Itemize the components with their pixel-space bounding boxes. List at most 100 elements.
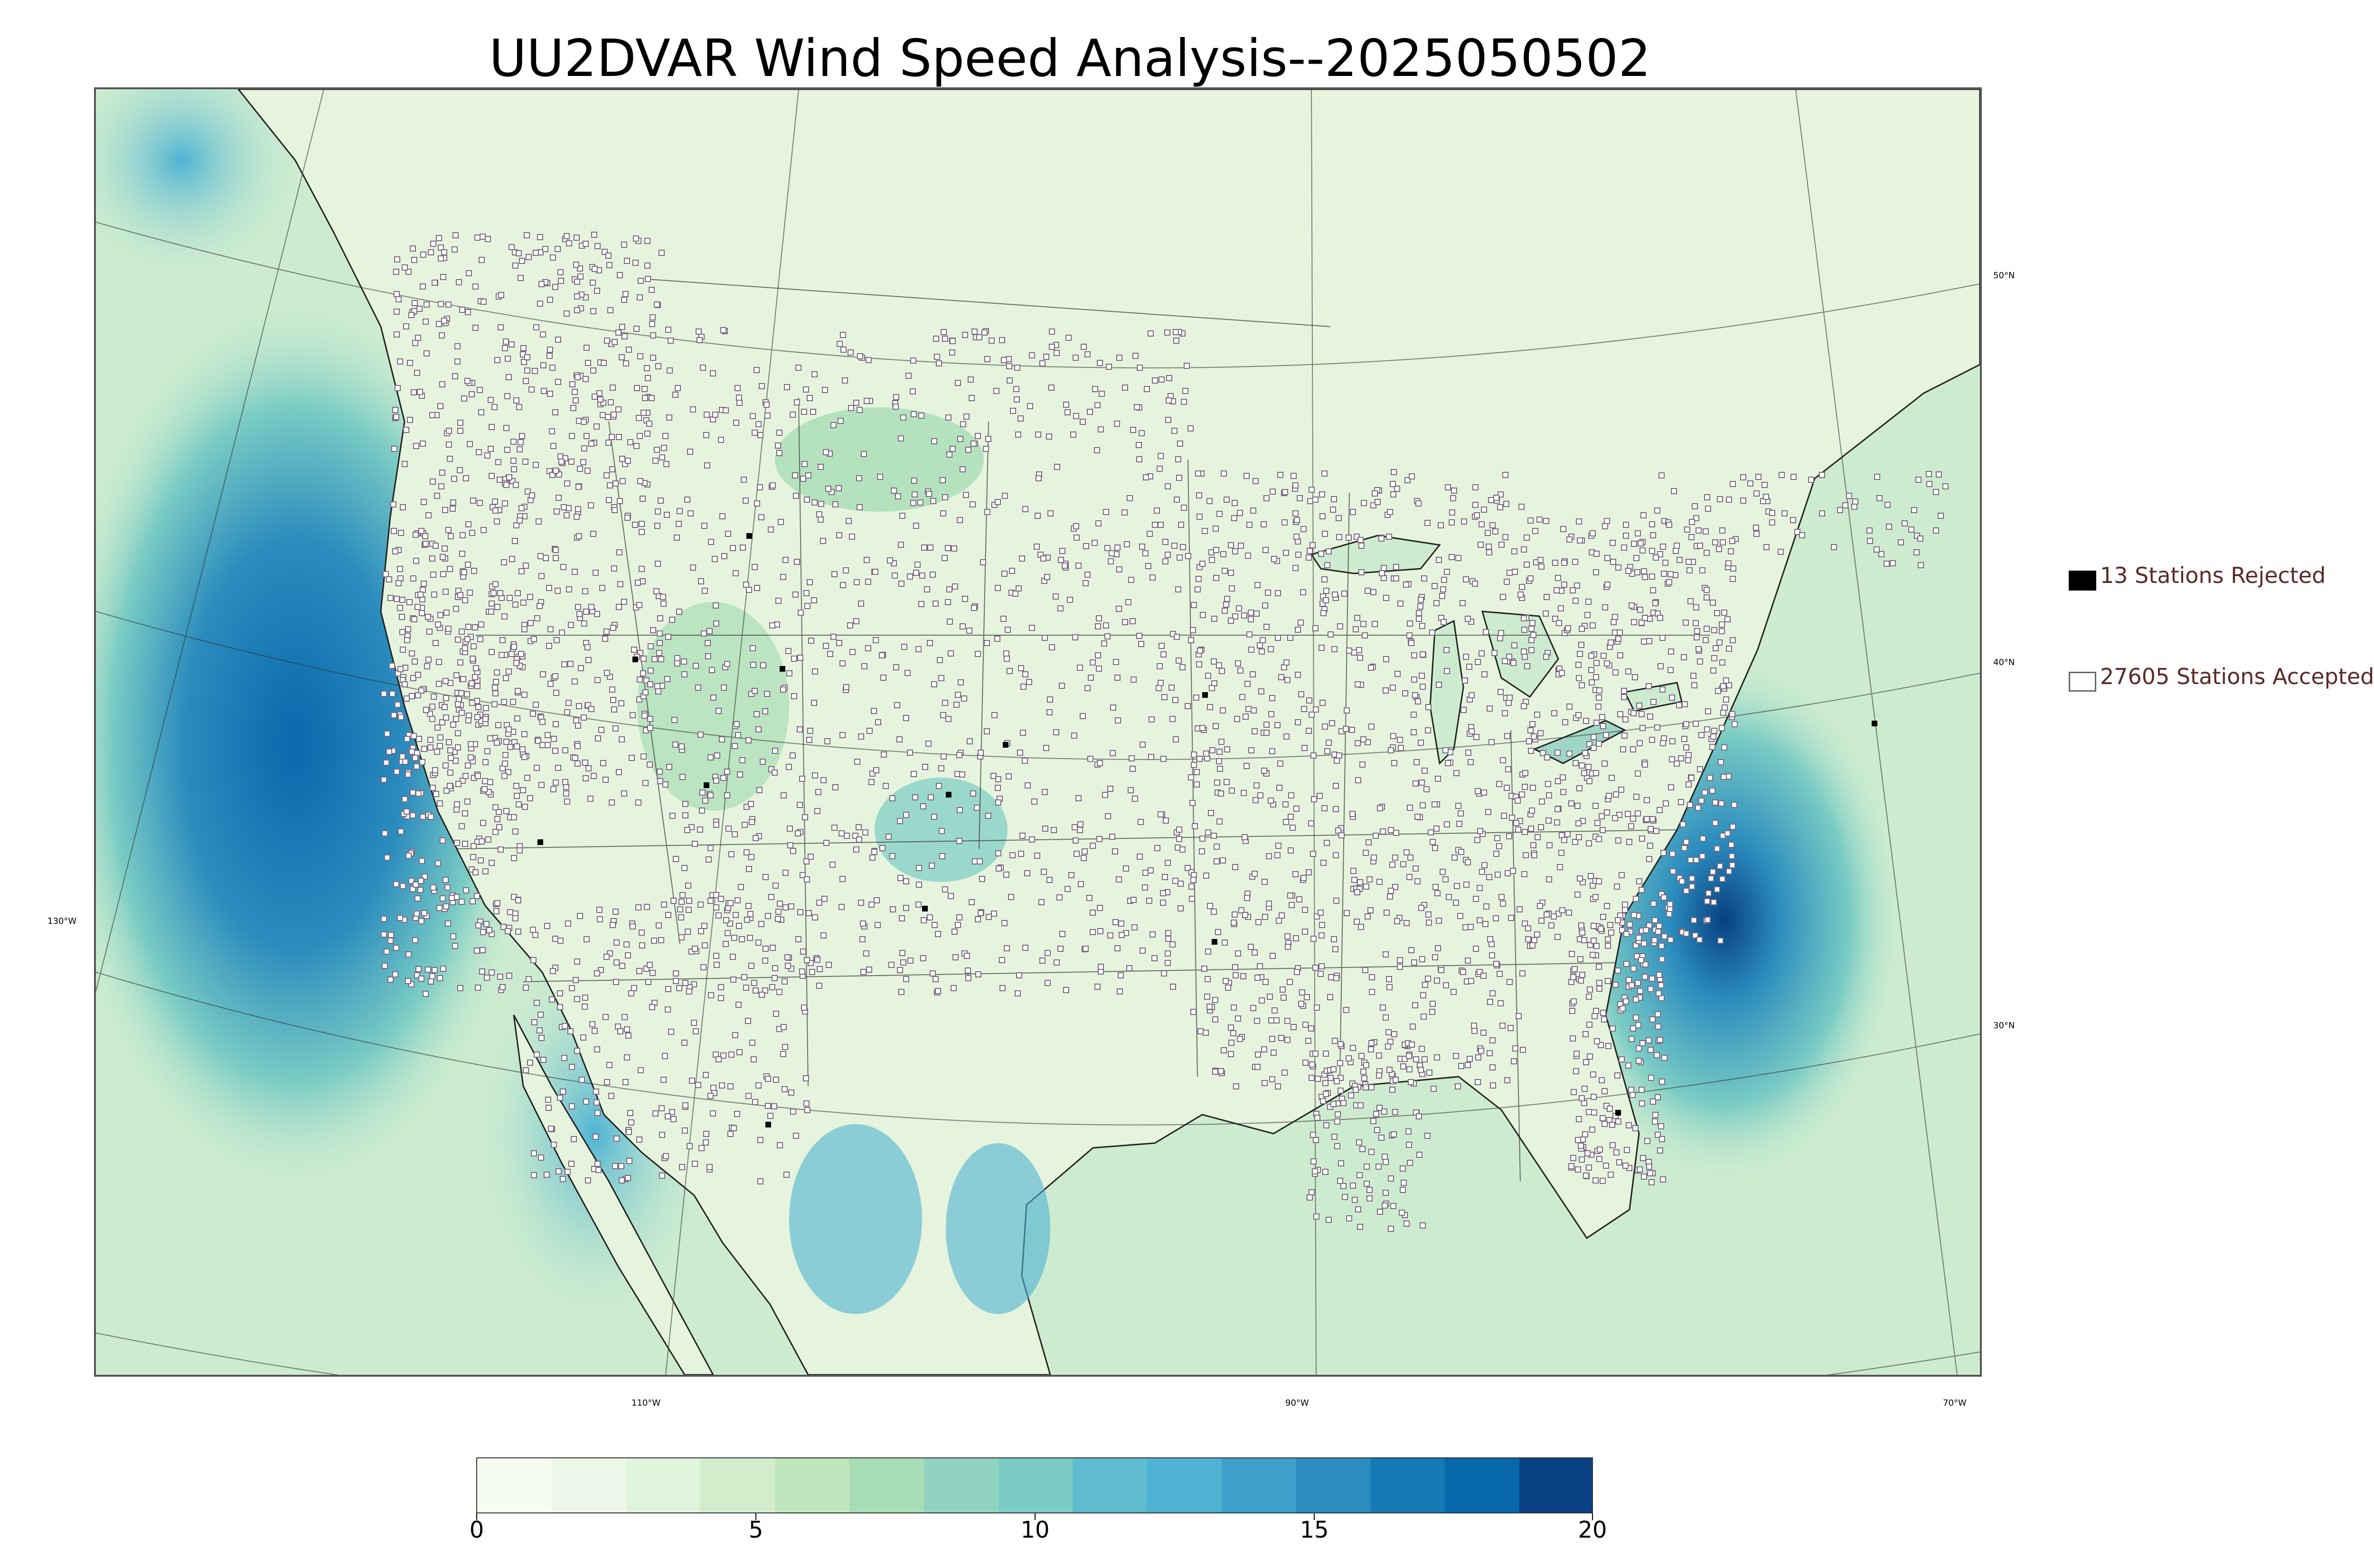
station-marker bbox=[1017, 415, 1024, 422]
station-marker bbox=[1046, 709, 1053, 715]
station-marker bbox=[825, 486, 831, 492]
station-marker bbox=[505, 928, 511, 934]
station-marker bbox=[705, 653, 711, 659]
station-marker bbox=[1677, 557, 1683, 563]
station-marker bbox=[840, 347, 847, 353]
station-marker bbox=[1506, 700, 1512, 706]
colorbar-tick bbox=[1035, 1513, 1036, 1520]
station-marker bbox=[631, 647, 637, 653]
station-marker bbox=[1650, 532, 1656, 538]
station-marker bbox=[1310, 1132, 1316, 1138]
station-marker bbox=[1331, 646, 1338, 652]
station-marker bbox=[533, 462, 539, 468]
station-marker bbox=[933, 601, 939, 607]
station-marker bbox=[1333, 898, 1339, 904]
station-marker bbox=[775, 598, 782, 604]
station-marker bbox=[620, 478, 626, 484]
station-marker bbox=[1367, 907, 1374, 913]
station-marker bbox=[805, 472, 811, 479]
station-marker bbox=[465, 762, 471, 769]
station-marker bbox=[832, 501, 838, 507]
wind-speed-map[interactable] bbox=[96, 89, 1980, 1375]
station-marker bbox=[636, 602, 642, 608]
station-marker bbox=[1591, 923, 1597, 929]
station-marker bbox=[806, 737, 812, 743]
station-marker bbox=[1753, 490, 1760, 497]
station-marker bbox=[980, 559, 986, 565]
station-marker bbox=[443, 610, 450, 616]
station-marker bbox=[1271, 556, 1277, 562]
station-marker bbox=[1530, 842, 1536, 848]
station-marker bbox=[1657, 615, 1663, 621]
station-marker bbox=[1487, 936, 1493, 942]
station-marker bbox=[515, 688, 521, 694]
station-marker bbox=[1529, 721, 1536, 727]
station-marker bbox=[727, 900, 734, 906]
station-marker bbox=[797, 802, 803, 808]
map-frame[interactable] bbox=[94, 87, 1982, 1377]
station-marker bbox=[823, 449, 829, 455]
station-marker bbox=[1244, 681, 1251, 687]
station-marker bbox=[649, 395, 655, 401]
station-marker bbox=[732, 1032, 738, 1038]
station-marker bbox=[678, 743, 685, 750]
station-marker bbox=[594, 243, 601, 249]
station-marker bbox=[1003, 650, 1009, 657]
station-marker bbox=[651, 938, 657, 944]
station-marker bbox=[601, 360, 607, 366]
station-marker bbox=[574, 235, 580, 241]
station-marker bbox=[1521, 648, 1527, 655]
station-marker bbox=[1322, 723, 1328, 730]
station-marker bbox=[513, 660, 519, 666]
station-marker bbox=[1753, 531, 1760, 537]
station-marker bbox=[513, 482, 519, 488]
station-marker bbox=[1039, 958, 1046, 964]
station-marker bbox=[911, 411, 917, 417]
station-marker bbox=[554, 508, 560, 515]
station-marker bbox=[607, 307, 613, 313]
station-marker bbox=[1763, 494, 1769, 500]
station-marker bbox=[1565, 625, 1571, 631]
station-marker bbox=[930, 970, 936, 976]
station-marker bbox=[1075, 795, 1082, 801]
station-marker bbox=[1551, 913, 1557, 920]
station-marker bbox=[585, 1177, 591, 1183]
station-marker bbox=[1390, 733, 1396, 739]
station-marker bbox=[384, 948, 390, 955]
station-marker bbox=[1504, 1077, 1510, 1083]
station-marker bbox=[1212, 1069, 1218, 1075]
station-marker bbox=[1014, 365, 1020, 371]
station-marker bbox=[1646, 922, 1652, 929]
station-marker bbox=[713, 953, 719, 959]
station-marker bbox=[634, 385, 640, 391]
station-marker bbox=[1232, 613, 1238, 620]
station-marker bbox=[967, 738, 973, 744]
station-marker bbox=[388, 932, 394, 938]
station-marker bbox=[1160, 900, 1166, 906]
station-marker bbox=[551, 736, 557, 742]
station-marker bbox=[1292, 871, 1299, 877]
station-marker bbox=[1350, 1045, 1356, 1051]
station-marker bbox=[935, 988, 941, 994]
station-marker bbox=[1634, 953, 1640, 959]
station-marker bbox=[587, 796, 594, 802]
station-marker bbox=[1377, 805, 1383, 811]
station-marker bbox=[1720, 683, 1726, 689]
station-marker bbox=[1411, 652, 1417, 658]
station-marker bbox=[1357, 537, 1364, 543]
rejected-station-marker bbox=[1202, 692, 1208, 698]
station-marker bbox=[702, 798, 708, 804]
station-marker bbox=[1302, 907, 1308, 913]
station-marker bbox=[1629, 602, 1635, 609]
station-marker bbox=[573, 397, 579, 404]
station-marker bbox=[1337, 623, 1343, 629]
station-marker bbox=[411, 616, 417, 622]
station-marker bbox=[657, 630, 663, 637]
station-marker bbox=[1338, 1075, 1344, 1081]
station-marker bbox=[1596, 836, 1602, 842]
station-marker bbox=[1214, 858, 1220, 864]
rejected-station-marker bbox=[1003, 742, 1008, 748]
station-marker bbox=[894, 702, 900, 708]
station-marker bbox=[440, 554, 446, 560]
station-marker bbox=[1604, 660, 1610, 667]
